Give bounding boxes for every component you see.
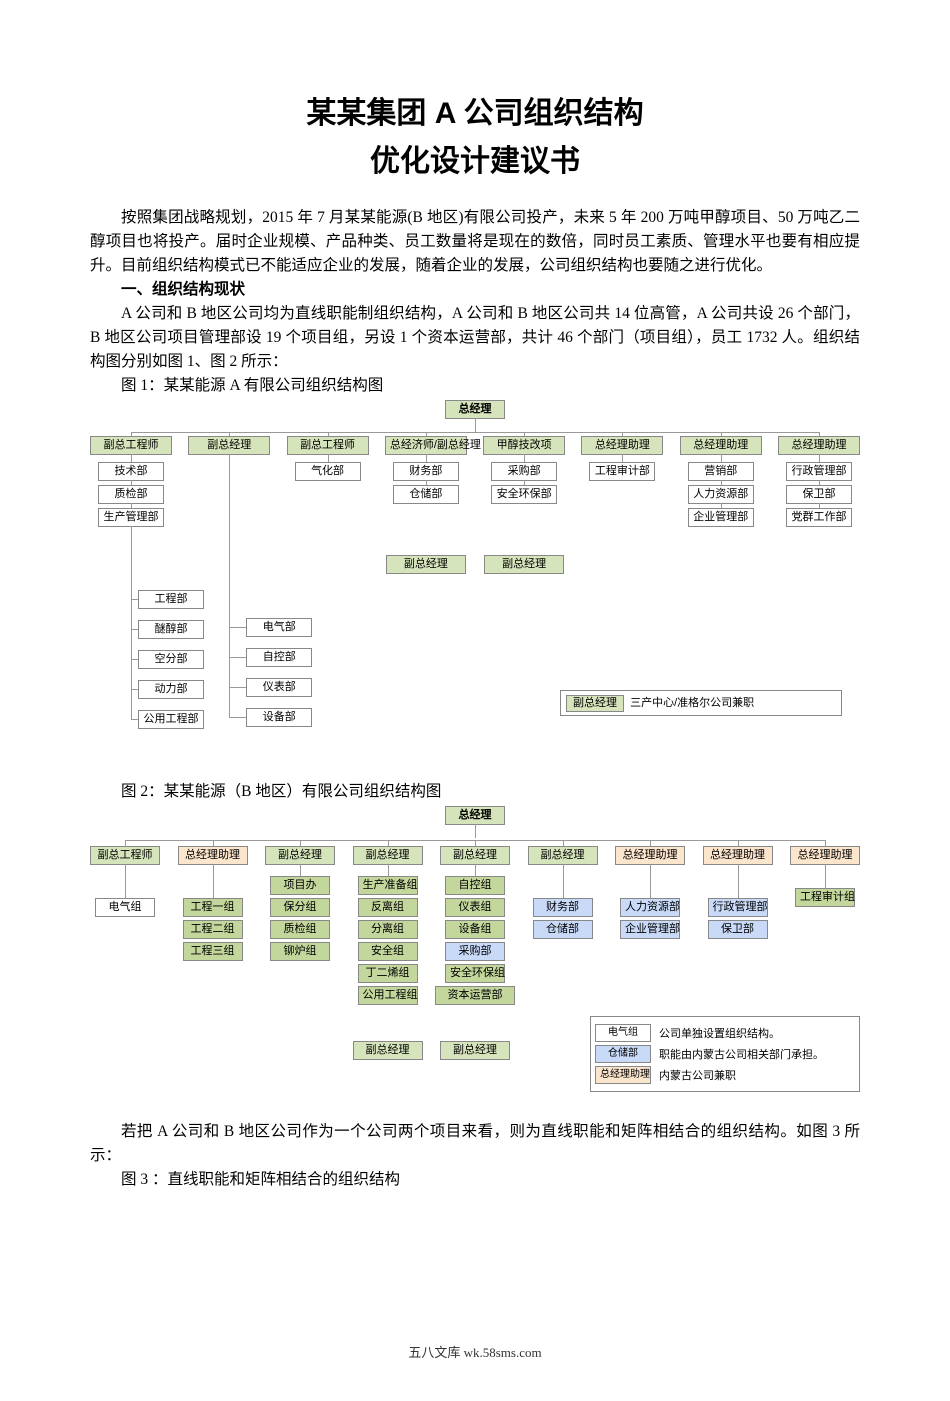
c4-3: 丁二烯组 bbox=[358, 964, 418, 983]
document-page: 某某集团 A 公司组织结构 优化设计建议书 按照集团战略规划，2015 年 7 … bbox=[0, 0, 950, 1401]
d2-工程三组2: 工程三组 bbox=[183, 942, 243, 961]
vice-6: 总经理助理 bbox=[680, 436, 762, 455]
lb-0: 工程部 bbox=[138, 590, 204, 609]
legend-text-1: 职能由内蒙古公司相关部门承担。 bbox=[659, 1046, 824, 1062]
c6-1: 仓储部 bbox=[533, 920, 593, 939]
v2-6: 总经理助理 bbox=[615, 846, 685, 865]
section-1-body: A 公司和 B 地区公司均为直线职能制组织结构，A 公司和 B 地区公司共 14… bbox=[90, 302, 860, 374]
legend-text-2: 内蒙古公司兼职 bbox=[659, 1067, 736, 1083]
vice-7: 总经理助理 bbox=[778, 436, 860, 455]
c7-1: 企业管理部 bbox=[620, 920, 680, 939]
dept-营销部: 营销部 bbox=[688, 462, 754, 481]
d2-保分组1: 保分组 bbox=[270, 898, 330, 917]
dept-技术部: 技术部 bbox=[98, 462, 164, 481]
doc-title: 某某集团 A 公司组织结构 优化设计建议书 bbox=[90, 90, 860, 186]
d2-电气组0: 电气组 bbox=[95, 898, 155, 917]
d2-项目办0: 项目办 bbox=[270, 876, 330, 895]
figure-3-caption: 图 3 ：直线职能和矩阵相结合的组织结构 bbox=[90, 1168, 860, 1192]
figure-1-caption: 图 1：某某能源 A 有限公司组织结构图 bbox=[90, 374, 860, 398]
c4-0: 反离组 bbox=[358, 898, 418, 917]
rb-0: 电气部 bbox=[246, 618, 312, 637]
legend-swatch-2: 总经理助理 bbox=[595, 1066, 651, 1084]
lb-3: 动力部 bbox=[138, 680, 204, 699]
v2-5: 副总经理 bbox=[528, 846, 598, 865]
rb-2: 仪表部 bbox=[246, 678, 312, 697]
legend-swatch-1: 仓储部 bbox=[595, 1045, 651, 1063]
lb-4: 公用工程部 bbox=[138, 710, 204, 729]
d2-工程一组0: 工程一组 bbox=[183, 898, 243, 917]
d2-铆炉组3: 铆炉组 bbox=[270, 942, 330, 961]
c8-1: 保卫部 bbox=[708, 920, 768, 939]
dept-行政管理部: 行政管理部 bbox=[786, 462, 852, 481]
vice-1: 副总经理 bbox=[188, 436, 270, 455]
vice-4: 甲醇技改项 bbox=[483, 436, 565, 455]
v2-3: 副总经理 bbox=[353, 846, 423, 865]
note-box: 副总经理 三产中心/准格尔公司兼职 bbox=[560, 690, 842, 716]
dept-生产管理部: 生产管理部 bbox=[98, 508, 164, 527]
v2-8: 总经理助理 bbox=[790, 846, 860, 865]
vice-5: 总经理助理 bbox=[581, 436, 663, 455]
org-chart-2: 总经理副总工程师总经理助理副总经理副总经理副总经理副总经理总经理助理总经理助理总… bbox=[90, 806, 860, 1116]
dept-党群工作部: 党群工作部 bbox=[786, 508, 852, 527]
dept-气化部: 气化部 bbox=[295, 462, 361, 481]
legend-box: 电气组公司单独设置组织结构。仓储部职能由内蒙古公司相关部门承担。总经理助理内蒙古… bbox=[590, 1016, 860, 1092]
dept-财务部: 财务部 bbox=[393, 462, 459, 481]
vice-3: 总经济师/副总经理 bbox=[385, 436, 467, 455]
legend-swatch-0: 电气组 bbox=[595, 1024, 651, 1042]
section-1-header: 一、组织结构现状 bbox=[90, 278, 860, 302]
dept-质检部: 质检部 bbox=[98, 485, 164, 504]
gm-box: 总经理 bbox=[445, 400, 505, 419]
c6-0: 财务部 bbox=[533, 898, 593, 917]
dept-保卫部: 保卫部 bbox=[786, 485, 852, 504]
c4-4: 公用工程组 bbox=[358, 986, 418, 1005]
v2-2: 副总经理 bbox=[265, 846, 335, 865]
figure-2-caption: 图 2：某某能源（B 地区）有限公司组织结构图 bbox=[90, 780, 860, 804]
c4top: 生产准备组 bbox=[358, 876, 418, 895]
v2-4: 副总经理 bbox=[440, 846, 510, 865]
c8-0: 行政管理部 bbox=[708, 898, 768, 917]
rb-1: 自控部 bbox=[246, 648, 312, 667]
v2-1: 总经理助理 bbox=[178, 846, 248, 865]
conclusion-para: 若把 A 公司和 B 地区公司作为一个公司两个项目来看，则为直线职能和矩阵相结合… bbox=[90, 1120, 860, 1168]
sv2l: 副总经理 bbox=[353, 1041, 423, 1060]
c7-0: 人力资源部 bbox=[620, 898, 680, 917]
page-footer: 五八文库 wk.58sms.com bbox=[90, 1342, 860, 1361]
v2-7: 总经理助理 bbox=[703, 846, 773, 865]
org-chart-1: 总经理副总工程师副总经理副总工程师总经济师/副总经理甲醇技改项总经理助理总经理助… bbox=[90, 400, 860, 772]
c4-2: 安全组 bbox=[358, 942, 418, 961]
c5-2: 采购部 bbox=[445, 942, 505, 961]
sub-vice-l: 副总经理 bbox=[386, 555, 466, 574]
c5-3: 安全环保组 bbox=[445, 964, 505, 983]
c5top: 自控组 bbox=[445, 876, 505, 895]
dept-安全环保部: 安全环保部 bbox=[491, 485, 557, 504]
legend-text-0: 公司单独设置组织结构。 bbox=[659, 1025, 780, 1041]
c5-1: 设备组 bbox=[445, 920, 505, 939]
dept-仓储部: 仓储部 bbox=[393, 485, 459, 504]
rb-3: 设备部 bbox=[246, 708, 312, 727]
vice-0: 副总工程师 bbox=[90, 436, 172, 455]
d2-工程二组1: 工程二组 bbox=[183, 920, 243, 939]
dept-工程审计部: 工程审计部 bbox=[589, 462, 655, 481]
c5-0: 仪表组 bbox=[445, 898, 505, 917]
dept-企业管理部: 企业管理部 bbox=[688, 508, 754, 527]
c4-1: 分离组 bbox=[358, 920, 418, 939]
vice-2: 副总工程师 bbox=[287, 436, 369, 455]
v2-0: 副总工程师 bbox=[90, 846, 160, 865]
intro-paragraph: 按照集团战略规划，2015 年 7 月某某能源(B 地区)有限公司投产，未来 5… bbox=[90, 206, 860, 278]
dept-人力资源部: 人力资源部 bbox=[688, 485, 754, 504]
gm2: 总经理 bbox=[445, 806, 505, 825]
sub-vice-r: 副总经理 bbox=[484, 555, 564, 574]
dept-采购部: 采购部 bbox=[491, 462, 557, 481]
title-line1: 某某集团 A 公司组织结构 bbox=[90, 90, 860, 138]
d2-工程审计组0: 工程审计组 bbox=[795, 888, 855, 907]
c5extra: 资本运营部 bbox=[435, 986, 515, 1005]
sv2r: 副总经理 bbox=[440, 1041, 510, 1060]
d2-质检组2: 质检组 bbox=[270, 920, 330, 939]
lb-1: 醚醇部 bbox=[138, 620, 204, 639]
title-line2: 优化设计建议书 bbox=[90, 138, 860, 186]
lb-2: 空分部 bbox=[138, 650, 204, 669]
